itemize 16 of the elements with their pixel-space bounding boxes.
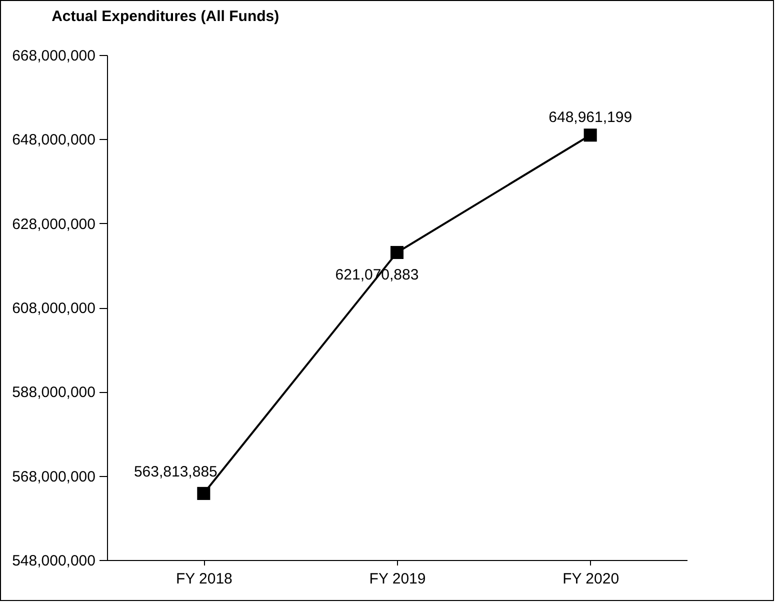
x-tick-label: FY 2020 — [562, 570, 620, 588]
y-tick-label: 588,000,000 — [12, 384, 96, 402]
chart-title: Actual Expenditures (All Funds) — [52, 8, 280, 25]
x-tick-label: FY 2019 — [369, 570, 426, 588]
x-tick-label: FY 2018 — [176, 570, 232, 588]
point — [197, 486, 210, 500]
data-label: 563,813,885 — [134, 463, 218, 480]
point — [584, 128, 597, 142]
point — [390, 246, 404, 260]
y-tick-label: 628,000,000 — [12, 216, 96, 233]
data-label: 648,961,199 — [548, 109, 632, 126]
y-tick-label: 608,000,000 — [12, 300, 96, 317]
y-tick-label: 668,000,000 — [12, 48, 96, 64]
y-tick-label: 548,000,000 — [12, 552, 96, 570]
y-tick-label: 648,000,000 — [12, 132, 96, 149]
y-tick-label: 568,000,000 — [12, 468, 96, 486]
